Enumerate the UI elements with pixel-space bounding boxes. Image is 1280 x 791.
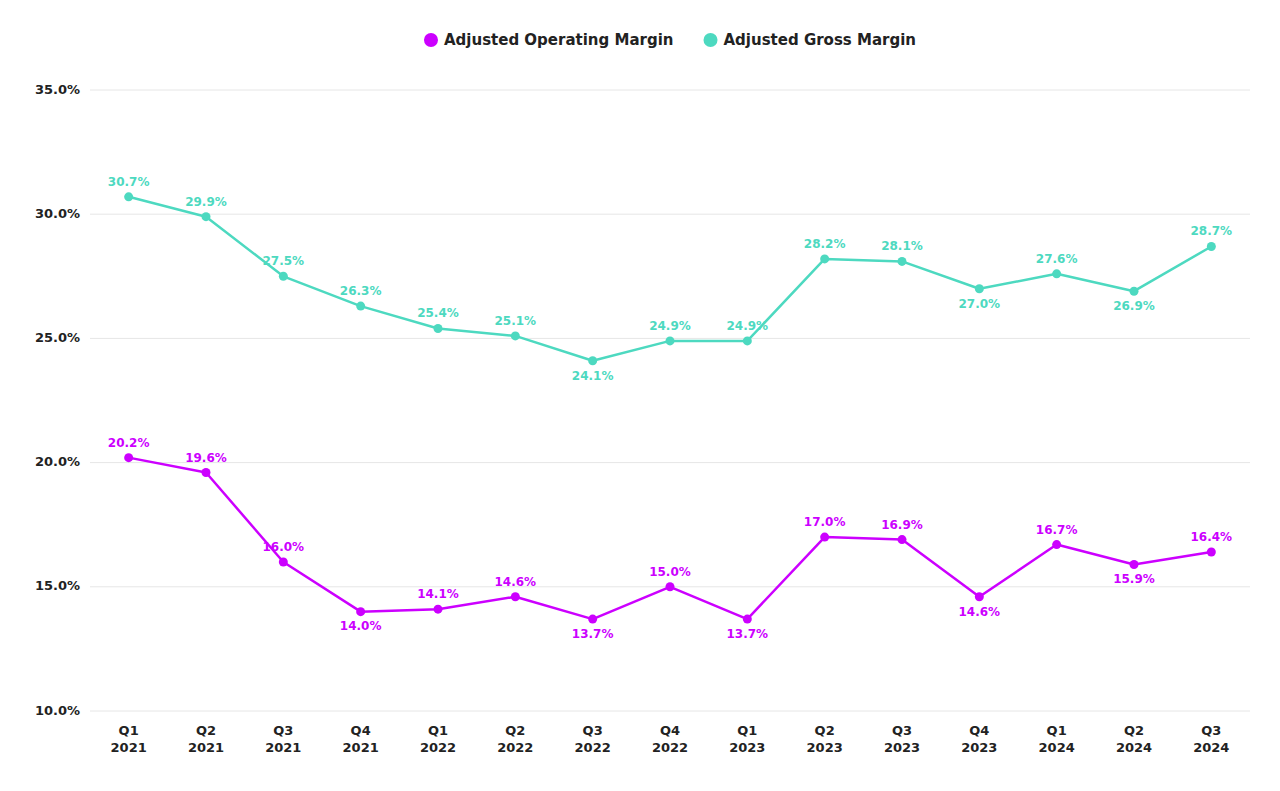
data-point (511, 331, 520, 340)
data-label: 28.2% (804, 237, 846, 251)
y-tick-label: 20.0% (35, 454, 80, 469)
x-tick-label: Q12022 (420, 723, 456, 755)
data-point (898, 535, 907, 544)
x-tick-label: Q22021 (188, 723, 224, 755)
data-point (743, 615, 752, 624)
data-point (588, 356, 597, 365)
data-point (820, 254, 829, 263)
series-line (129, 197, 1212, 361)
data-point (356, 302, 365, 311)
data-point (434, 605, 443, 614)
x-tick-label: Q12024 (1039, 723, 1075, 755)
grid (90, 90, 1250, 711)
data-label: 19.6% (185, 451, 227, 465)
data-label: 14.6% (959, 605, 1001, 619)
x-tick-label: Q22022 (497, 723, 533, 755)
x-tick-label: Q42022 (652, 723, 688, 755)
plot-area (124, 192, 1216, 623)
data-point (124, 192, 133, 201)
x-tick-label: Q12021 (111, 723, 147, 755)
data-label: 16.4% (1191, 530, 1233, 544)
data-label: 14.0% (340, 619, 382, 633)
data-label: 29.9% (185, 195, 227, 209)
data-label: 16.7% (1036, 523, 1078, 537)
data-point (434, 324, 443, 333)
data-labels: 30.7% 29.9% 27.5% 26.3% 25.4% 25.1% 24.1% 24.9%… (108, 175, 1232, 641)
data-label: 14.6% (495, 575, 537, 589)
x-tick-label: Q32023 (884, 723, 920, 755)
x-tick-label: Q12023 (729, 723, 765, 755)
legend-label: Adjusted Gross Margin (724, 31, 917, 49)
data-label: 13.7% (572, 627, 614, 641)
y-tick-label: 15.0% (35, 578, 80, 593)
data-label: 24.9% (649, 319, 691, 333)
x-axis: Q12021 Q22021 Q32021 Q42021 Q12022 Q22022 Q320… (111, 723, 1230, 755)
x-tick-label: Q42021 (343, 723, 379, 755)
x-tick-label: Q22024 (1116, 723, 1152, 755)
data-point (511, 592, 520, 601)
legend-marker (704, 33, 718, 47)
data-label: 25.1% (495, 314, 537, 328)
data-label: 26.3% (340, 284, 382, 298)
data-point (279, 557, 288, 566)
grid-line (90, 214, 1250, 215)
data-label: 16.9% (881, 518, 923, 532)
data-point (1130, 560, 1139, 569)
chart: 10.0% 15.0% 20.0% 25.0% 30.0% 35.0% Q12021 Q220… (0, 0, 1280, 791)
y-tick-label: 30.0% (35, 206, 80, 221)
data-point (356, 607, 365, 616)
data-point (1052, 540, 1061, 549)
legend-label: Adjusted Operating Margin (444, 31, 674, 49)
y-tick-label: 25.0% (35, 330, 80, 345)
data-label: 27.5% (263, 254, 305, 268)
data-label: 20.2% (108, 436, 150, 450)
data-label: 25.4% (417, 306, 459, 320)
data-label: 28.1% (881, 239, 923, 253)
data-point (666, 582, 675, 591)
x-tick-label: Q32021 (265, 723, 301, 755)
data-point (1052, 269, 1061, 278)
grid-line (90, 462, 1250, 463)
data-label: 28.7% (1191, 224, 1233, 238)
data-point (1207, 548, 1216, 557)
data-point (202, 468, 211, 477)
data-label: 24.9% (727, 319, 769, 333)
legend: Adjusted Operating Margin Adjusted Gross … (424, 31, 916, 49)
series-line (129, 458, 1212, 619)
grid-line (90, 90, 1250, 91)
legend-marker (424, 33, 438, 47)
data-label: 13.7% (727, 627, 769, 641)
data-point (588, 615, 597, 624)
x-tick-label: Q42023 (961, 723, 997, 755)
data-point (1130, 287, 1139, 296)
x-tick-label: Q32024 (1193, 723, 1229, 755)
data-label: 16.0% (263, 540, 305, 554)
data-point (820, 533, 829, 542)
data-label: 15.0% (649, 565, 691, 579)
data-point (975, 592, 984, 601)
data-point (1207, 242, 1216, 251)
x-tick-label: Q32022 (575, 723, 611, 755)
y-axis: 10.0% 15.0% 20.0% 25.0% 30.0% 35.0% (35, 82, 80, 718)
grid-line (90, 711, 1250, 712)
data-label: 26.9% (1113, 299, 1155, 313)
data-label: 15.9% (1113, 572, 1155, 586)
y-tick-label: 10.0% (35, 703, 80, 718)
data-label: 27.6% (1036, 252, 1078, 266)
data-point (743, 336, 752, 345)
data-point (666, 336, 675, 345)
data-point (898, 257, 907, 266)
x-tick-label: Q22023 (807, 723, 843, 755)
data-label: 14.1% (417, 587, 459, 601)
data-label: 30.7% (108, 175, 150, 189)
data-point (279, 272, 288, 281)
data-point (975, 284, 984, 293)
data-point (124, 453, 133, 462)
data-label: 17.0% (804, 515, 846, 529)
y-tick-label: 35.0% (35, 82, 80, 97)
data-label: 27.0% (959, 297, 1001, 311)
data-label: 24.1% (572, 369, 614, 383)
data-point (202, 212, 211, 221)
